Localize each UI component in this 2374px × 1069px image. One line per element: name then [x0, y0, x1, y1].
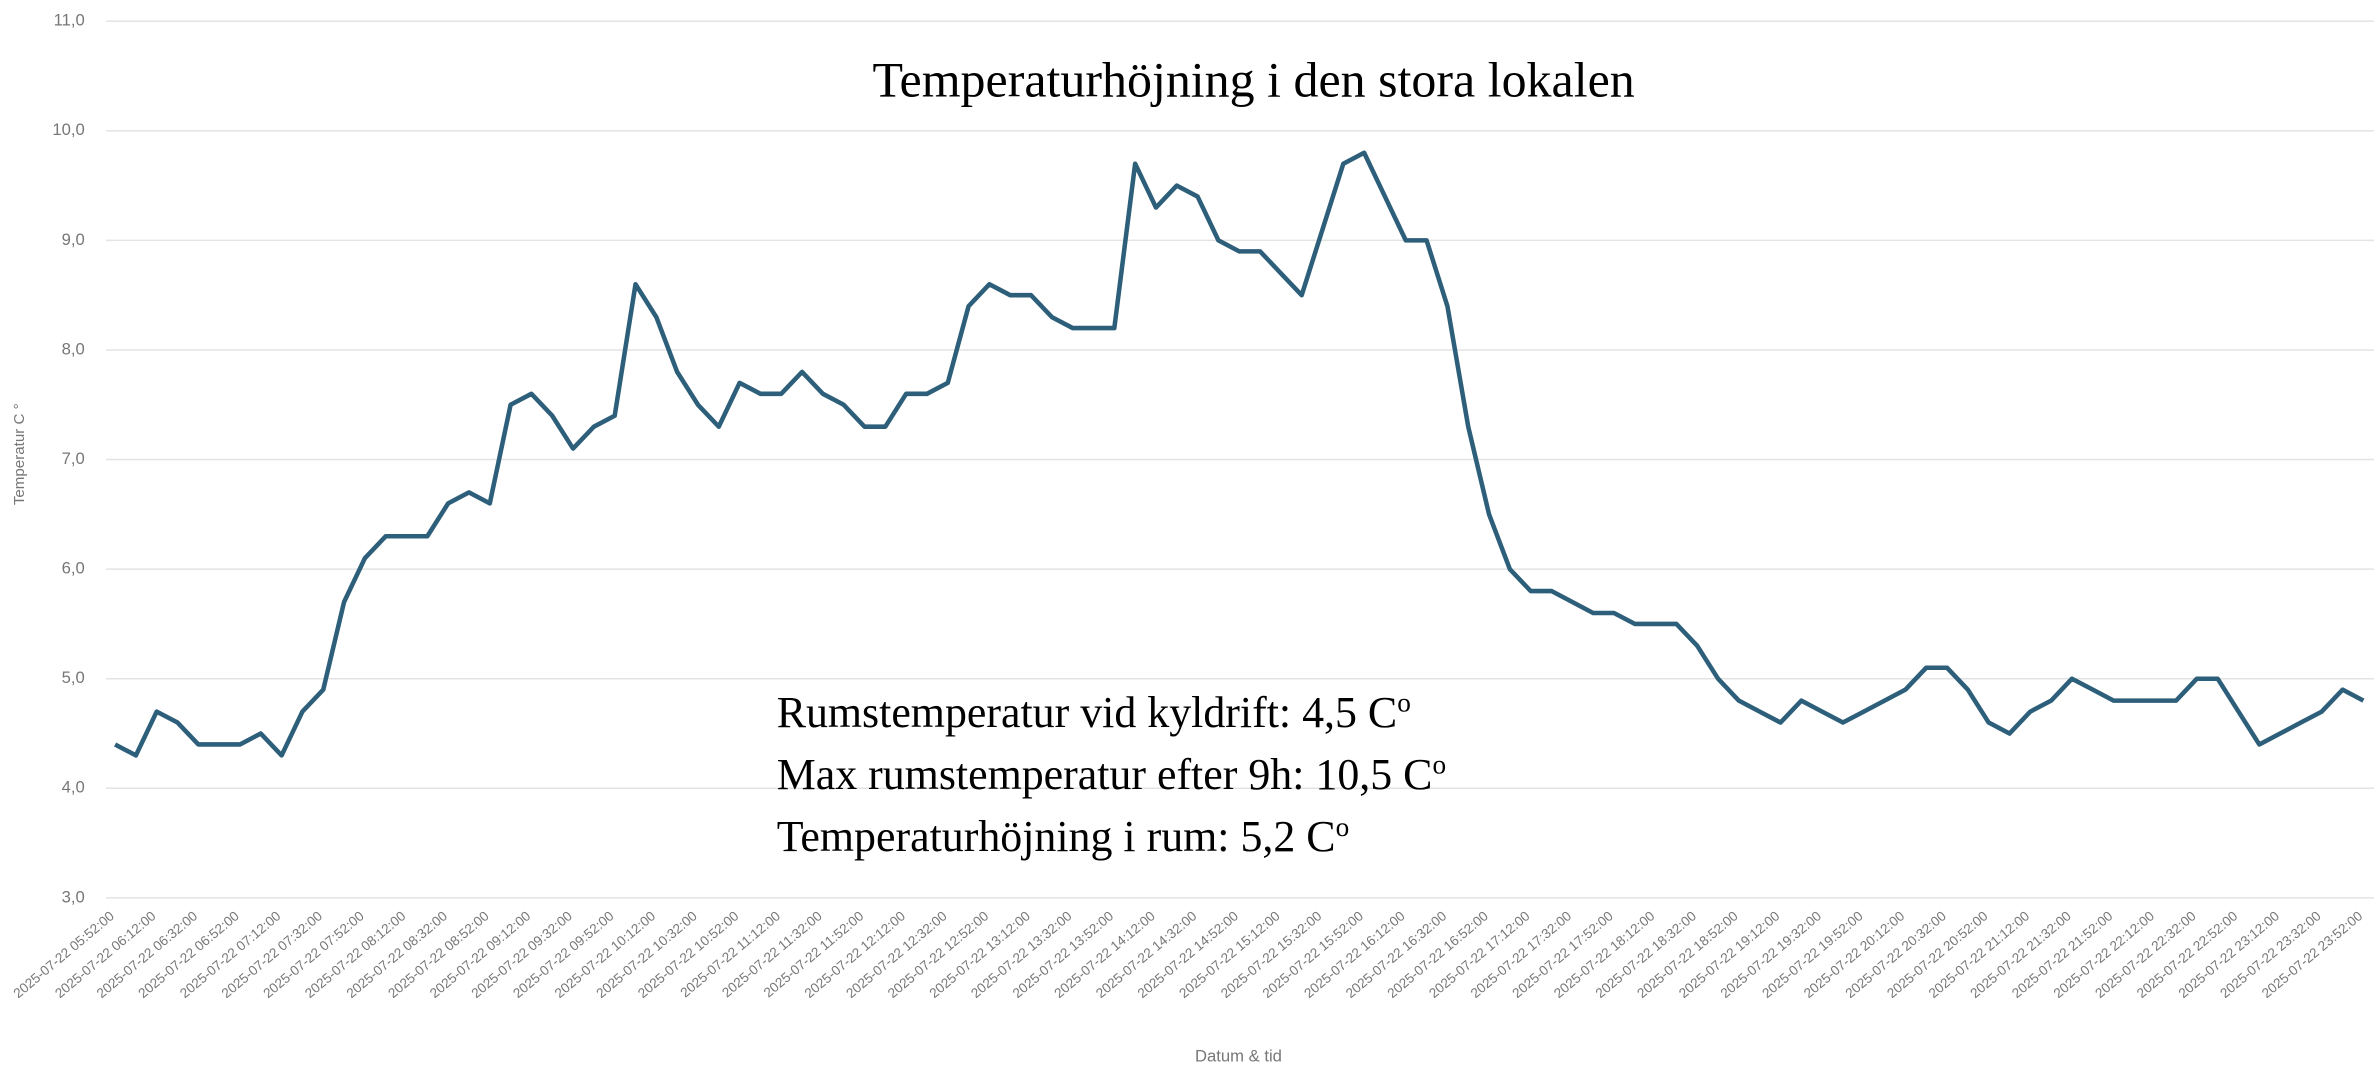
y-tick-label: 6,0: [62, 559, 85, 578]
annotation-text: Temperaturhöjning i rum: 5,2 C: [777, 813, 1336, 861]
y-tick-label: 5,0: [62, 668, 85, 687]
annotation-text: Max rumstemperatur efter 9h: 10,5 C: [777, 751, 1433, 799]
y-tick-label: 7,0: [62, 449, 85, 468]
annotation-sup: o: [1432, 750, 1446, 780]
chart-title: Temperaturhöjning i den stora lokalen: [873, 51, 1635, 107]
y-tick-label: 9,0: [62, 230, 85, 249]
line: [114, 150, 2365, 758]
annotation: Rumstemperatur vid kyldrift: 4,5 Co: [777, 688, 1411, 737]
annotation-sup: o: [1336, 812, 1350, 842]
y-tick-label: 4,0: [62, 778, 85, 797]
annotation-sup: o: [1397, 688, 1411, 718]
y-tick-label: 3,0: [62, 887, 85, 906]
annotation-text: Rumstemperatur vid kyldrift: 4,5 C: [777, 689, 1398, 737]
x-axis-label: Datum & tid: [1195, 1046, 1282, 1065]
annotation: Temperaturhöjning i rum: 5,2 Co: [777, 812, 1350, 861]
y-tick-label: 11,0: [54, 11, 85, 30]
annotation: Max rumstemperatur efter 9h: 10,5 Co: [777, 750, 1446, 799]
y-tick-label: 10,0: [52, 120, 84, 139]
y-axis-label: Temperatur C °: [11, 403, 28, 505]
y-tick-label: 8,0: [62, 339, 85, 358]
